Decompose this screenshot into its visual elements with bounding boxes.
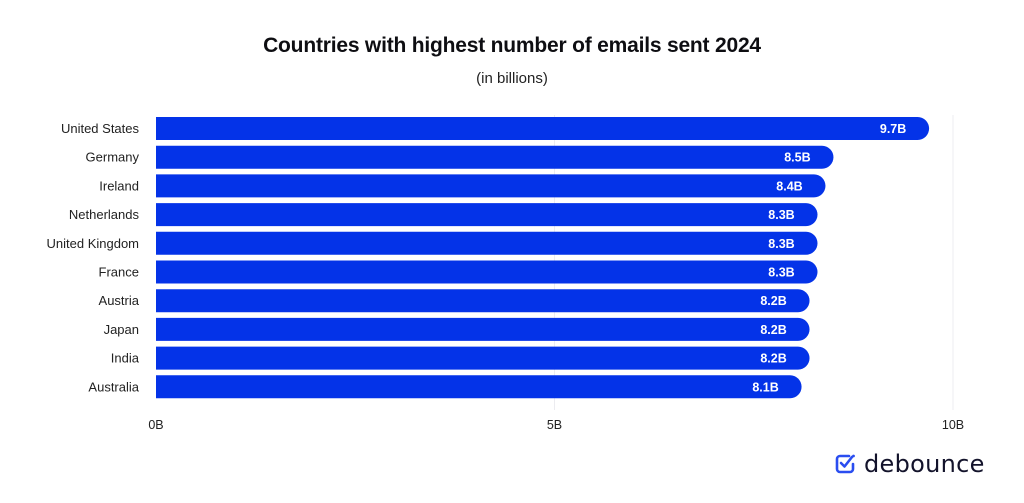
- x-tick-label: 5B: [547, 418, 562, 432]
- category-label: Austria: [99, 293, 140, 308]
- bar: [156, 145, 834, 169]
- category-label: United States: [61, 121, 140, 136]
- bar: [156, 117, 930, 140]
- category-label: India: [111, 351, 140, 366]
- value-label: 8.4B: [776, 179, 802, 193]
- bar: [156, 174, 826, 198]
- value-label: 8.5B: [784, 151, 810, 165]
- value-label: 8.2B: [760, 323, 786, 337]
- chart-subtitle: (in billions): [476, 70, 548, 87]
- value-label: 8.3B: [768, 266, 794, 280]
- chart-title: Countries with highest number of emails …: [263, 34, 761, 57]
- category-label: Netherlands: [69, 207, 140, 222]
- value-label: 8.3B: [768, 208, 794, 222]
- bar: [156, 260, 818, 284]
- brand-name: debounce: [864, 450, 985, 478]
- x-tick-label: 10B: [942, 418, 964, 432]
- value-label: 8.3B: [768, 237, 794, 251]
- x-tick-label: 0B: [148, 418, 163, 432]
- bar: [156, 346, 810, 370]
- check-badge-icon: [835, 454, 855, 474]
- value-label: 8.2B: [760, 294, 786, 308]
- bar: [156, 231, 818, 255]
- bar: [156, 203, 818, 227]
- category-label: Ireland: [99, 178, 139, 193]
- category-label: Australia: [88, 379, 139, 394]
- value-label: 9.7B: [880, 122, 906, 136]
- value-label: 8.1B: [752, 380, 778, 394]
- value-label: 8.2B: [760, 352, 786, 366]
- bar: [156, 375, 802, 399]
- category-label: United Kingdom: [47, 236, 140, 251]
- category-label: France: [99, 265, 139, 280]
- bar: [156, 317, 810, 341]
- brand-logo: debounce: [834, 452, 985, 476]
- category-label: Japan: [104, 322, 139, 337]
- bar: [156, 289, 810, 313]
- category-label: Germany: [86, 150, 140, 165]
